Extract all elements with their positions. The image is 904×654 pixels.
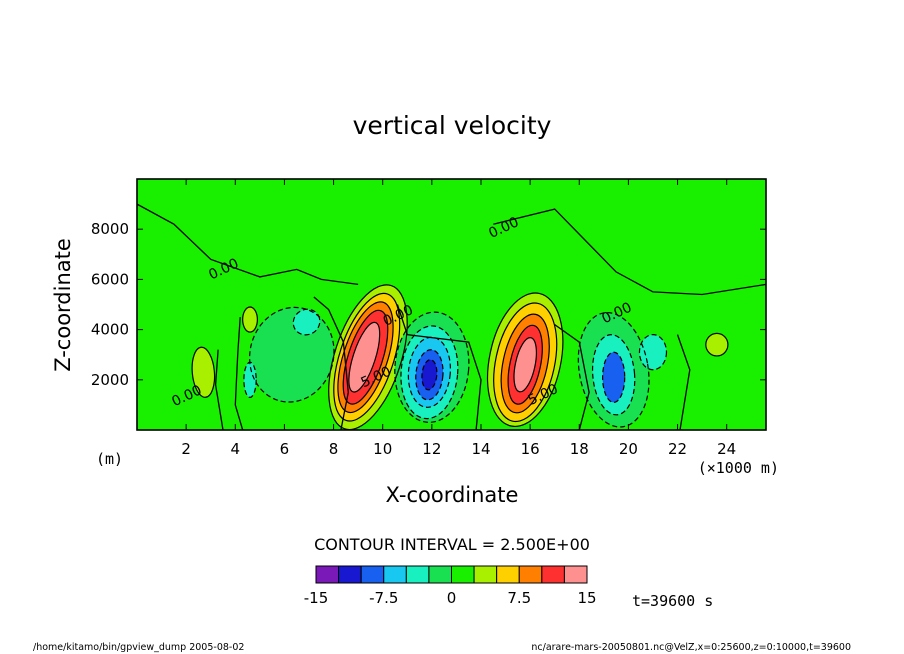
time-label: t=39600 s	[632, 592, 713, 610]
x-tick-label: 16	[521, 440, 540, 458]
zero-contour-line	[137, 203, 359, 286]
y-unit-label: (m)	[96, 450, 123, 468]
negative-contour-line	[421, 359, 438, 391]
positive-contour-line	[333, 292, 401, 422]
positive-contour-line	[513, 337, 538, 393]
colorbar-tick-label: -15	[304, 589, 329, 607]
positive-contour-line	[242, 306, 258, 333]
negative-contour-line	[415, 349, 444, 401]
y-tick-label: 6000	[91, 270, 129, 288]
x-unit-label: (×1000 m)	[698, 459, 779, 477]
zero-contour-line	[396, 304, 482, 430]
zero-contour-line	[214, 349, 224, 430]
y-tick-label: 2000	[91, 371, 129, 389]
x-tick-label: 22	[668, 440, 687, 458]
positive-contour-line	[705, 332, 729, 357]
x-tick-label: 20	[619, 440, 638, 458]
contour-fill-region	[293, 309, 320, 335]
footer-left: /home/kitamo/bin/gpview_dump 2005-08-02	[33, 642, 244, 653]
y-axis-title: Z-coordinate	[51, 238, 75, 372]
negative-contour-line	[638, 334, 668, 371]
colorbar-swatch	[360, 565, 385, 584]
contour-fill-region	[421, 359, 437, 390]
contour-lines	[137, 203, 766, 430]
positive-contour-line	[191, 346, 216, 398]
chart-title: vertical velocity	[353, 111, 552, 140]
positive-contour-line	[500, 313, 550, 414]
contour-fill-region	[705, 333, 728, 356]
colorbar-swatch	[496, 565, 520, 584]
colorbar-tick-labels: -15 -7.5 0 7.5 15	[304, 589, 597, 607]
y-tick-label: 8000	[91, 220, 129, 238]
positive-contour-line	[348, 321, 381, 393]
colorbar-tick-label: 7.5	[507, 589, 531, 607]
zero-contour-line	[676, 334, 691, 430]
contour-fill-region	[348, 322, 380, 392]
positive-contour-line	[487, 292, 564, 428]
contour-fill-region	[243, 362, 257, 398]
x-axis-title: X-coordinate	[386, 483, 519, 507]
x-tick-label: 12	[422, 440, 441, 458]
negative-contour-line	[591, 334, 636, 416]
positive-contour-line	[342, 309, 389, 405]
contour-fill-region	[242, 307, 258, 333]
colorbar-swatch	[451, 565, 475, 584]
x-tick-label: 6	[280, 440, 290, 458]
contour-fill-region	[639, 334, 667, 370]
colorbar-tick-label: 15	[577, 589, 596, 607]
positive-contour-line	[328, 284, 408, 430]
x-tick-label: 10	[373, 440, 392, 458]
zero-contour-line	[234, 317, 244, 430]
colorbar-tick-label: 0	[447, 589, 457, 607]
x-tick-label: 2	[181, 440, 191, 458]
zero-contour-line	[313, 296, 349, 430]
colorbar-swatch	[518, 565, 543, 584]
colorbar	[315, 565, 588, 584]
x-axis-ticks: 2 4 6 8 10 12 14 16 18 20 22 24	[181, 179, 736, 458]
zero-contour-line	[554, 324, 590, 430]
x-tick-label: 18	[570, 440, 589, 458]
colorbar-swatch	[541, 565, 565, 584]
negative-contour-line	[394, 311, 470, 423]
x-tick-label: 4	[231, 440, 241, 458]
y-axis-ticks: 2000 4000 6000 8000	[91, 220, 766, 389]
contour-fill-region	[602, 352, 625, 403]
colorbar-swatch	[563, 565, 588, 584]
x-tick-label: 24	[717, 440, 736, 458]
negative-contour-line	[249, 306, 335, 403]
footer-right: nc/arare-mars-20050801.nc@VelZ,x=0:25600…	[531, 642, 851, 653]
positive-contour-line	[493, 302, 558, 423]
positive-contour-line	[507, 324, 543, 405]
colorbar-tick-label: -7.5	[369, 589, 398, 607]
x-tick-label: 14	[471, 440, 490, 458]
contour-fill-region	[192, 347, 215, 398]
negative-contour-line	[243, 361, 257, 398]
plot-frame	[136, 178, 767, 431]
negative-contour-line	[577, 311, 650, 428]
plot-area: 0.000.005.000.000.000.005.00 2 4 6 8 10 12 14 1…	[91, 178, 767, 458]
x-tick-label: 8	[329, 440, 339, 458]
negative-contour-line	[292, 308, 321, 336]
colorbar-swatch	[405, 565, 430, 584]
colorbar-swatch	[428, 565, 452, 584]
colorbar-swatch	[473, 565, 498, 584]
colorbar-swatch	[315, 565, 340, 584]
negative-contour-line	[407, 336, 452, 408]
negative-contour-line	[602, 351, 626, 403]
contour-interval-note: CONTOUR INTERVAL = 2.500E+00	[314, 535, 590, 554]
negative-contour-line	[400, 325, 459, 420]
y-tick-label: 4000	[91, 321, 129, 339]
zero-contour-line	[493, 208, 766, 296]
colorbar-swatch	[338, 565, 362, 584]
colorbar-swatch	[383, 565, 407, 584]
